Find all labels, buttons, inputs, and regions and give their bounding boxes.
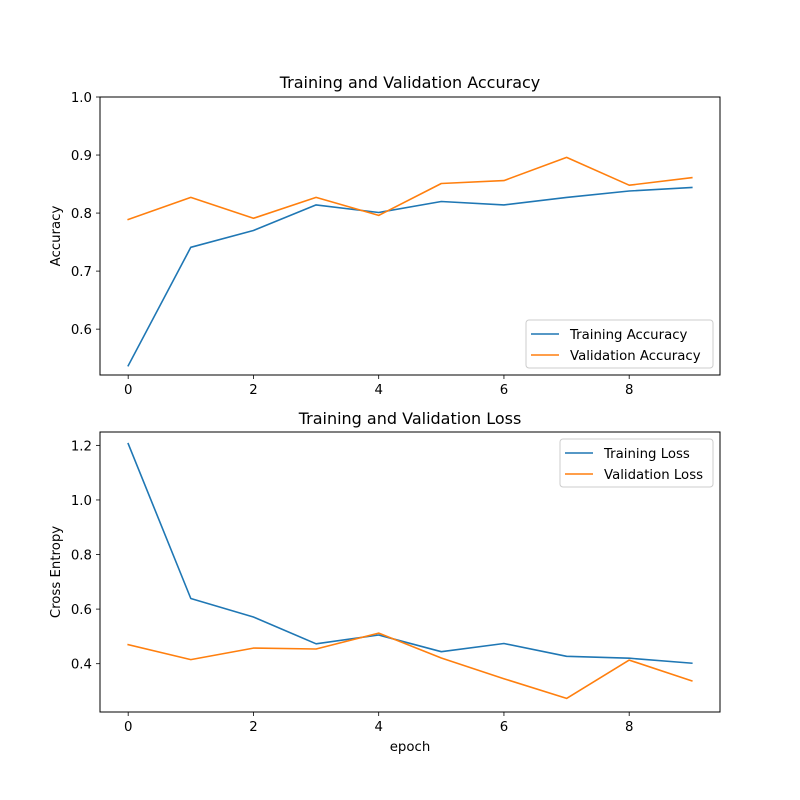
loss-y-axis-label: Cross Entropy: [49, 526, 64, 618]
loss-x-tick-label: 2: [249, 720, 257, 735]
loss-y-tick-label: 1.2: [71, 439, 92, 454]
loss-ticks: 0 2 4 6 8 0.4 0.6 0.8 1.0 1.2: [71, 439, 634, 735]
loss-series-line-training: [127, 442, 693, 665]
loss-legend: Training Loss Validation Loss: [559, 438, 714, 488]
loss-x-tick-label: 8: [625, 720, 633, 735]
loss-lines: [127, 442, 693, 700]
accuracy-chart-title: Training and Validation Accuracy: [279, 73, 541, 92]
loss-legend-label: Training Loss: [603, 447, 690, 462]
loss-series-line-validation: [127, 632, 693, 700]
accuracy-y-tick-label: 0.8: [71, 207, 92, 222]
accuracy-y-tick-label: 0.7: [71, 265, 92, 280]
accuracy-y-tick-label: 0.9: [71, 149, 92, 164]
loss-x-tick-label: 4: [374, 720, 382, 735]
accuracy-x-tick-label: 6: [500, 383, 508, 398]
loss-x-tick-label: 6: [500, 720, 508, 735]
accuracy-axes-frame: [99, 96, 721, 376]
accuracy-x-tick-label: 2: [249, 383, 257, 398]
loss-y-tick-label: 1.0: [71, 494, 92, 509]
accuracy-lines: [127, 156, 693, 367]
accuracy-legend-box: [525, 319, 714, 369]
loss-y-tick-label: 0.4: [71, 658, 92, 673]
loss-legend-box: [559, 438, 714, 488]
accuracy-x-tick-label: 8: [625, 383, 633, 398]
loss-y-tick-label: 0.6: [71, 603, 92, 618]
loss-legend-label: Validation Loss: [604, 468, 703, 483]
accuracy-y-tick-label: 1.0: [71, 91, 92, 106]
accuracy-series-line-validation: [127, 156, 693, 221]
accuracy-legend-label: Training Accuracy: [569, 328, 688, 343]
loss-axes-frame: [99, 431, 721, 713]
loss-x-tick-label: 0: [124, 720, 132, 735]
accuracy-series-line-training: [127, 186, 693, 367]
accuracy-legend-label: Validation Accuracy: [570, 349, 701, 364]
loss-chart-title: Training and Validation Loss: [298, 409, 522, 428]
accuracy-subplot: Training and Validation Accuracy Accurac…: [49, 73, 721, 398]
accuracy-x-tick-label: 0: [124, 383, 132, 398]
accuracy-y-tick-label: 0.6: [71, 323, 92, 338]
accuracy-legend: Training Accuracy Validation Accuracy: [525, 319, 714, 369]
loss-x-axis-label: epoch: [390, 740, 431, 755]
loss-subplot: Training and Validation Loss Cross Entro…: [49, 409, 721, 755]
loss-y-tick-label: 0.8: [71, 549, 92, 564]
accuracy-y-axis-label: Accuracy: [49, 206, 64, 267]
accuracy-ticks: 0 2 4 6 8 0.6 0.7 0.8 0.9 1.0: [71, 91, 634, 398]
accuracy-x-tick-label: 4: [374, 383, 382, 398]
